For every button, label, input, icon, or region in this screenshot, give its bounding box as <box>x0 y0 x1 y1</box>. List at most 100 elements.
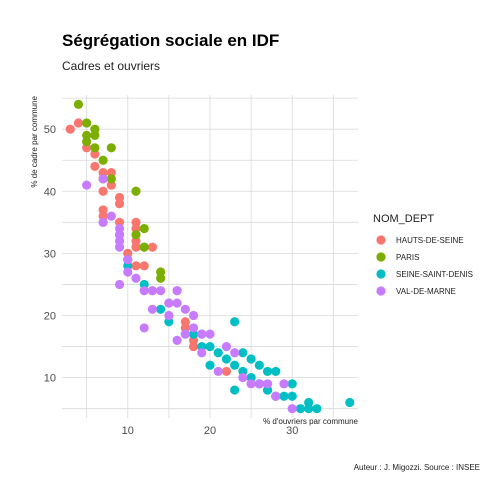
data-point <box>147 304 158 314</box>
grid <box>62 95 358 418</box>
data-point <box>271 366 281 377</box>
y-axis-title: % de cadre par commune <box>30 95 39 187</box>
data-point <box>156 273 166 283</box>
data-point <box>188 323 199 333</box>
data-point <box>262 366 273 377</box>
y-tick-label: 10 <box>44 373 56 385</box>
data-point <box>139 286 149 296</box>
data-point <box>246 379 256 389</box>
y-tick-label: 50 <box>44 124 56 136</box>
data-point <box>90 143 100 153</box>
data-point <box>98 155 108 165</box>
data-point <box>131 261 141 271</box>
data-point <box>156 286 166 296</box>
y-tick-label: 40 <box>44 186 56 198</box>
data-point <box>205 329 215 339</box>
data-point <box>238 373 248 383</box>
data-point <box>98 174 108 184</box>
data-point <box>345 397 355 408</box>
data-point <box>304 404 314 414</box>
data-point <box>82 136 92 147</box>
legend-label: VAL-DE-MARNE <box>396 287 456 296</box>
chart-title: Ségrégation sociale en IDF <box>62 31 279 50</box>
data-point <box>238 348 248 358</box>
legend-title: NOM_DEPT <box>373 213 434 225</box>
data-point <box>197 348 207 358</box>
data-point <box>123 255 133 265</box>
legend-swatch <box>376 235 386 245</box>
data-point <box>230 317 240 327</box>
legend: NOM_DEPT HAUTS-DE-SEINE PARIS SEINE-SAINT-… <box>373 213 473 296</box>
data-point <box>279 391 289 401</box>
data-point <box>139 223 149 234</box>
data-point <box>205 341 215 352</box>
data-point <box>188 310 199 321</box>
data-point <box>131 273 141 283</box>
data-point <box>172 286 182 296</box>
data-point <box>221 366 232 377</box>
data-point <box>180 329 190 339</box>
y-tick-label: 20 <box>44 311 56 323</box>
data-point <box>139 323 149 333</box>
data-point <box>73 99 84 109</box>
data-point <box>90 161 100 172</box>
data-point <box>156 304 166 314</box>
data-point <box>139 261 149 271</box>
data-point <box>172 335 182 345</box>
chart-caption: Auteur : J. Migozzi. Source : INSEE <box>354 463 480 472</box>
data-point <box>287 404 297 414</box>
data-point <box>221 354 232 364</box>
data-point <box>98 186 108 196</box>
data-point <box>230 385 240 395</box>
data-point <box>106 211 116 221</box>
legend-label: HAUTS-DE-SEINE <box>396 236 464 245</box>
data-point <box>131 230 141 240</box>
data-point <box>172 298 182 308</box>
data-point <box>65 124 75 134</box>
data-point <box>123 267 133 277</box>
data-point <box>139 242 149 252</box>
data-point <box>287 379 297 389</box>
data-point <box>279 379 289 389</box>
data-point <box>230 360 240 370</box>
data-point <box>205 360 215 370</box>
data-point <box>114 199 125 209</box>
data-point <box>164 310 174 321</box>
data-point <box>106 174 116 184</box>
y-tick-label: 30 <box>44 248 56 260</box>
data-point <box>106 143 116 153</box>
data-point <box>188 341 199 352</box>
data-point <box>114 242 125 252</box>
x-tick-label: 20 <box>204 425 216 437</box>
data-point <box>312 404 322 414</box>
axis-ticks: 10 20 30 10 20 30 40 50 <box>44 124 299 437</box>
data-point <box>213 348 223 358</box>
data-point <box>82 180 92 190</box>
data-point <box>114 279 125 290</box>
x-axis-title: % d'ouvriers par commune <box>263 417 358 426</box>
data-point <box>246 354 256 364</box>
legend-swatch <box>376 286 386 296</box>
data-point <box>147 286 158 296</box>
x-tick-label: 10 <box>122 425 134 437</box>
data-point <box>254 379 264 389</box>
data-points <box>65 99 355 414</box>
data-point <box>230 348 240 358</box>
data-point <box>213 366 223 377</box>
legend-label: SEINE-SAINT-DENIS <box>396 270 473 279</box>
data-point <box>73 118 84 128</box>
data-point <box>262 379 273 389</box>
legend-swatch <box>376 252 386 262</box>
data-point <box>131 186 141 196</box>
data-point <box>197 329 207 339</box>
legend-label: PARIS <box>396 253 419 262</box>
chart-subtitle: Cadres et ouvriers <box>62 59 160 73</box>
legend-swatch <box>376 269 386 279</box>
data-point <box>180 304 190 314</box>
data-point <box>271 391 281 401</box>
data-point <box>90 130 100 140</box>
data-point <box>147 242 158 252</box>
data-point <box>131 242 141 252</box>
data-point <box>295 404 306 414</box>
